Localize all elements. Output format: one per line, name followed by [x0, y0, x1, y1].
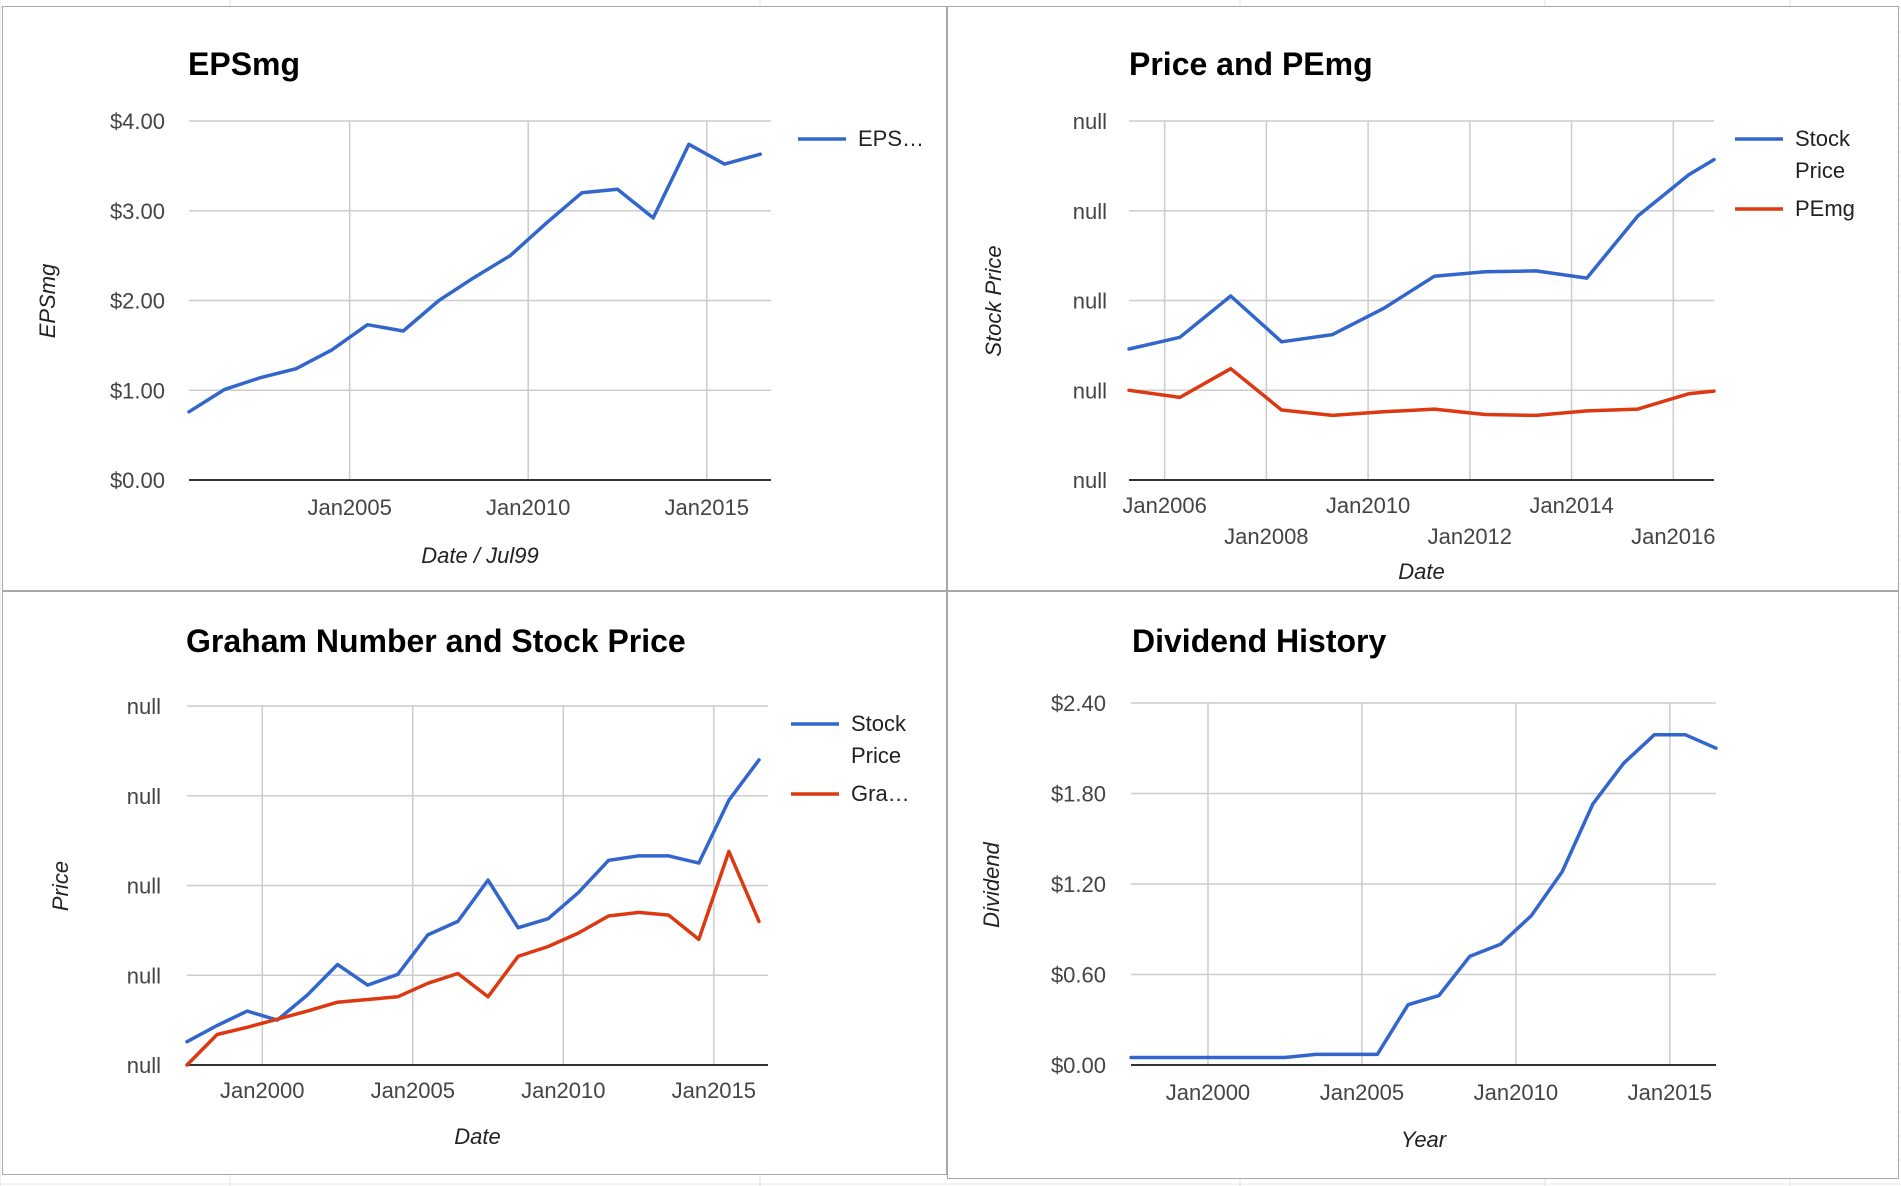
x-axis-label: Date / Jul99 [421, 543, 538, 568]
legend-label: Gra… [851, 781, 910, 806]
y-tick-label: null [127, 874, 161, 899]
chart-panel-price-pemg[interactable]: Price and PEmg null null null null null Jan200… [947, 6, 1899, 591]
series-line-pemg [1127, 366, 1716, 418]
x-axis-label: Date [454, 1124, 500, 1149]
dividend-history-chart: Dividend History $0.00 $0.60 $1.20 $1.80 $2.4… [979, 623, 1718, 1152]
x-axis-label: Year [1401, 1127, 1448, 1152]
chart-title: EPSmg [188, 46, 300, 82]
chart-panel-graham-number[interactable]: Graham Number and Stock Price null null nul… [2, 591, 947, 1175]
legend-label-line: Stock [1795, 126, 1851, 151]
legend-label-line: Stock [851, 711, 907, 736]
chart-title: Dividend History [1132, 623, 1386, 659]
y-tick-label: $1.80 [1051, 782, 1106, 807]
y-tick-label: $0.00 [1051, 1053, 1106, 1078]
x-tick-label: Jan2010 [1326, 493, 1410, 518]
x-tick-label: Jan2010 [1474, 1080, 1558, 1105]
y-tick-label: $2.00 [110, 289, 165, 314]
y-tick-label: null [1073, 199, 1107, 224]
x-tick-label: Jan2000 [1166, 1080, 1250, 1105]
x-tick-label: Jan2016 [1631, 524, 1715, 549]
x-tick-label: Jan2010 [486, 495, 570, 520]
x-axis-label: Date [1398, 559, 1444, 584]
x-tick-label: Jan2015 [672, 1078, 756, 1103]
y-tick-label: $4.00 [110, 109, 165, 134]
epsmg-chart: EPSmg $0.00 $1.00 $2.00 $3.00 $4.00 Jan2005 Jan… [35, 46, 924, 568]
y-tick-label: null [1073, 468, 1107, 493]
legend-label: EPS… [858, 126, 924, 151]
y-tick-label: $2.40 [1051, 691, 1106, 716]
x-tick-label: Jan2006 [1122, 493, 1206, 518]
legend-label: Stock Price [1795, 126, 1851, 183]
y-tick-label: null [127, 963, 161, 988]
x-tick-label: Jan2008 [1224, 524, 1308, 549]
series-line-stock-price [185, 758, 761, 1044]
series-line-eps [187, 142, 763, 414]
chart-title: Graham Number and Stock Price [186, 623, 686, 659]
price-pemg-chart: Price and PEmg null null null null null Jan200… [981, 46, 1855, 584]
legend-label: Stock Price [851, 711, 907, 768]
y-tick-label: null [1073, 378, 1107, 403]
legend-label-line: Price [1795, 158, 1845, 183]
x-tick-label: Jan2015 [665, 495, 749, 520]
chart-panel-epsmg[interactable]: EPSmg $0.00 $1.00 $2.00 $3.00 $4.00 Jan2005 Jan… [2, 6, 947, 591]
chart-title: Price and PEmg [1129, 46, 1373, 82]
x-tick-label: Jan2010 [521, 1078, 605, 1103]
y-tick-label: null [127, 1053, 161, 1078]
x-tick-label: Jan2005 [1320, 1080, 1404, 1105]
series-line-stock-price [1127, 157, 1716, 351]
legend-label: PEmg [1795, 196, 1855, 221]
y-tick-label: null [1073, 289, 1107, 314]
x-tick-label: Jan2005 [307, 495, 391, 520]
y-tick-label: $0.60 [1051, 963, 1106, 988]
y-axis-label: Dividend [979, 841, 1004, 927]
y-axis-label: EPSmg [35, 263, 60, 338]
x-tick-label: Jan2000 [220, 1078, 304, 1103]
y-tick-label: null [1073, 109, 1107, 134]
x-tick-label: Jan2014 [1529, 493, 1613, 518]
y-axis-label: Price [48, 861, 73, 911]
x-tick-label: Jan2012 [1428, 524, 1512, 549]
graham-number-chart: Graham Number and Stock Price null null nul… [48, 623, 910, 1149]
x-tick-label: Jan2005 [371, 1078, 455, 1103]
y-tick-label: $1.20 [1051, 872, 1106, 897]
legend-label-line: Price [851, 743, 901, 768]
y-tick-label: null [127, 694, 161, 719]
chart-panel-dividend-history[interactable]: Dividend History $0.00 $0.60 $1.20 $1.80 $2.4… [947, 591, 1899, 1179]
series-line-gra [185, 849, 761, 1067]
y-axis-label: Stock Price [981, 245, 1006, 356]
y-tick-label: $3.00 [110, 199, 165, 224]
series-line [1129, 732, 1718, 1060]
x-tick-label: Jan2015 [1628, 1080, 1712, 1105]
y-tick-label: null [127, 784, 161, 809]
y-tick-label: $1.00 [110, 378, 165, 403]
y-tick-label: $0.00 [110, 468, 165, 493]
